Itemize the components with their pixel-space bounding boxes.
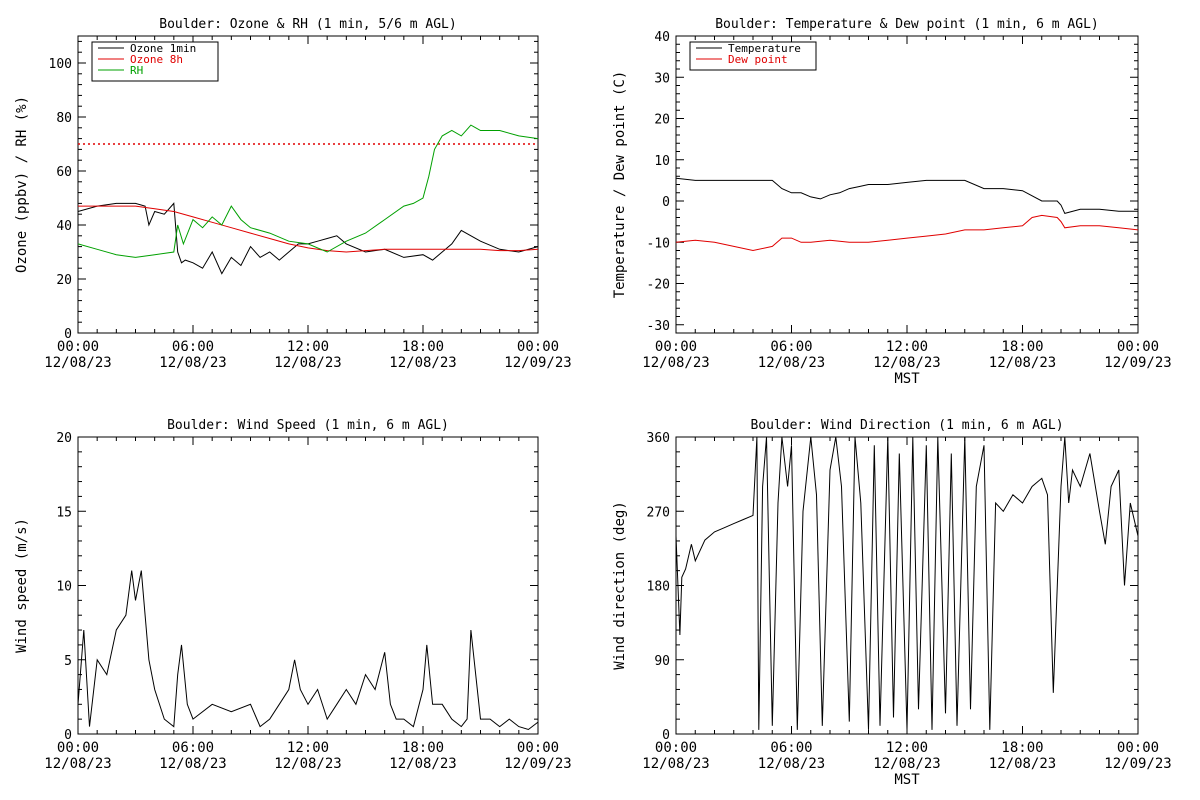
y-tick-label: 0 [64,327,72,342]
y-tick-label: 20 [56,273,72,288]
x-tick-time: 12:00 [287,740,329,756]
x-tick-time: 12:00 [886,740,928,756]
x-tick-date: 12/09/23 [1104,355,1171,371]
x-tick-date: 12/08/23 [159,355,226,371]
x-tick-time: 00:00 [1117,740,1159,756]
x-tick-time: 00:00 [57,339,99,355]
legend-label: Temperature [728,42,801,55]
y-axis-label: Wind speed (m/s) [14,518,30,653]
x-tick-time: 00:00 [517,740,559,756]
x-tick-date: 12/08/23 [44,355,111,371]
x-tick-time: 00:00 [655,339,697,355]
x-tick-date: 12/08/23 [989,355,1056,371]
y-tick-label: 180 [647,580,670,595]
chart-panel-0: Boulder: Ozone & RH (1 min, 5/6 m AGL) Oz… [14,17,572,371]
series-line-0 [77,570,539,731]
x-tick-time: 18:00 [402,740,444,756]
y-axis-label: Wind direction (deg) [612,501,628,670]
legend-box [689,41,817,71]
x-tick-time: 06:00 [172,740,214,756]
y-tick-label: 20 [654,113,670,128]
y-tick-label: 10 [654,154,670,169]
x-tick-date: 12/09/23 [504,355,571,371]
y-tick-label: 40 [654,30,670,45]
x-axis-label: MST [894,772,920,788]
x-tick-time: 12:00 [886,339,928,355]
x-tick-date: 12/08/23 [642,756,709,772]
y-tick-label: 100 [49,57,72,72]
series-line-1 [675,214,1139,252]
x-tick-date: 12/08/23 [758,355,825,371]
y-tick-label: -30 [647,319,670,334]
y-tick-label: 30 [654,71,670,86]
series-line-2 [77,124,539,258]
x-tick-date: 12/08/23 [989,756,1056,772]
x-tick-date: 12/08/23 [642,355,709,371]
x-tick-time: 12:00 [287,339,329,355]
x-tick-date: 12/08/23 [873,756,940,772]
x-axis-label: MST [894,371,920,387]
plot-frame [675,35,1139,334]
y-tick-label: 80 [56,111,72,126]
legend-label: Ozone 1min [130,42,196,55]
y-tick-label: 90 [654,654,670,669]
x-tick-date: 12/08/23 [274,355,341,371]
x-tick-time: 00:00 [655,740,697,756]
x-tick-date: 12/08/23 [389,355,456,371]
x-tick-time: 00:00 [1117,339,1159,355]
series-line-0 [77,202,539,275]
x-tick-time: 18:00 [1001,339,1043,355]
x-tick-time: 06:00 [770,740,812,756]
x-tick-time: 18:00 [402,339,444,355]
x-tick-time: 18:00 [1001,740,1043,756]
x-tick-date: 12/08/23 [873,355,940,371]
chart-title: Boulder: Temperature & Dew point (1 min,… [715,17,1099,32]
y-tick-label: 360 [647,431,670,446]
chart-panel-3: Boulder: Wind Direction (1 min, 6 m AGL)… [612,418,1172,788]
chart-title: Boulder: Wind Direction (1 min, 6 m AGL) [750,418,1063,433]
y-tick-label: 60 [56,165,72,180]
y-tick-label: 0 [64,728,72,743]
y-tick-label: 10 [56,580,72,595]
x-tick-date: 12/08/23 [44,756,111,772]
x-tick-date: 12/08/23 [159,756,226,772]
y-tick-label: 40 [56,219,72,234]
x-tick-date: 12/08/23 [758,756,825,772]
y-tick-label: 20 [56,431,72,446]
x-tick-time: 06:00 [770,339,812,355]
chart-title: Boulder: Wind Speed (1 min, 6 m AGL) [167,418,449,433]
plot-frame [77,436,539,735]
x-tick-date: 12/08/23 [389,756,456,772]
chart-panel-1: Boulder: Temperature & Dew point (1 min,… [612,17,1172,387]
series-line-0 [675,177,1138,214]
chart-title: Boulder: Ozone & RH (1 min, 5/6 m AGL) [159,17,456,32]
legend-label: Dew point [728,53,788,66]
chart-panel-2: Boulder: Wind Speed (1 min, 6 m AGL) Wind… [14,418,572,772]
y-tick-label: 0 [662,195,670,210]
plot-frame [675,436,1139,735]
legend-label: RH [130,64,143,77]
y-tick-label: 270 [647,505,670,520]
legend-label: Ozone 8h [130,53,183,66]
y-tick-label: -10 [647,236,670,251]
y-tick-label: 5 [64,654,72,669]
x-tick-date: 12/09/23 [1104,756,1171,772]
y-tick-label: -20 [647,278,670,293]
y-tick-label: 0 [662,728,670,743]
y-tick-label: 15 [56,505,72,520]
y-axis-label: Temperature / Dew point (C) [612,71,628,299]
series-line-1 [78,205,539,253]
x-tick-date: 12/08/23 [274,756,341,772]
x-tick-date: 12/09/23 [504,756,571,772]
y-axis-label: Ozone (ppbv) / RH (%) [14,96,30,273]
x-tick-time: 00:00 [57,740,99,756]
x-tick-time: 00:00 [517,339,559,355]
series-line-0 [675,436,1139,730]
x-tick-time: 06:00 [172,339,214,355]
